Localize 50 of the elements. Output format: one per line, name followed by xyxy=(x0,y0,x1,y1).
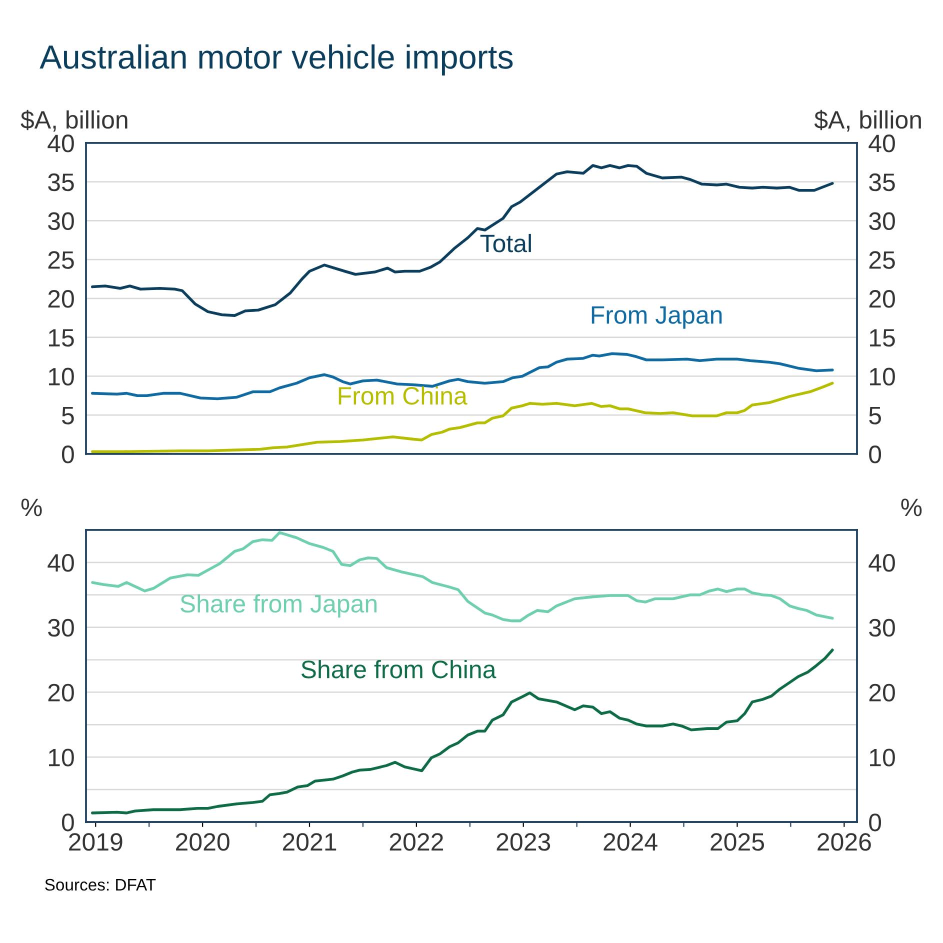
y-tick-label: 30 xyxy=(48,212,74,230)
y2-tick-label: 40 xyxy=(868,554,895,572)
chart-title: Australian motor vehicle imports xyxy=(40,44,513,76)
x-tick-label: 2022 xyxy=(390,833,443,851)
y2-tick-label: 0 xyxy=(869,446,882,464)
y-tick-label: 35 xyxy=(48,173,74,192)
x-tick-label: 2026 xyxy=(818,833,871,851)
series-label: Total xyxy=(480,234,531,252)
y-tick-label: 40 xyxy=(48,554,74,572)
y2-tick-label: 40 xyxy=(868,134,895,152)
y2-tick-label: 10 xyxy=(870,368,895,386)
series-label: From Japan xyxy=(592,306,722,329)
y2-tick-label: 30 xyxy=(869,212,895,230)
line-series xyxy=(91,531,834,622)
y2-tick-label: 5 xyxy=(869,406,881,424)
series-label: Share from China xyxy=(301,660,496,678)
y-tick-label: 40 xyxy=(48,134,74,152)
y2-tick-label: 25 xyxy=(869,251,895,269)
source-note: Sources: DFAT xyxy=(45,878,156,891)
y-tick-label: 0 xyxy=(62,446,74,464)
x-tick-label: 2025 xyxy=(710,833,764,851)
y2-tick-label: 20 xyxy=(869,684,895,702)
series-label: Share from Japan xyxy=(180,594,376,618)
y2-tick-label: 20 xyxy=(869,290,895,308)
y2-axis-title: % xyxy=(901,498,922,516)
y-tick-label: 20 xyxy=(48,684,74,702)
y-axis-title: % xyxy=(21,498,42,516)
y2-tick-label: 35 xyxy=(869,173,895,192)
line-series xyxy=(91,382,834,454)
x-tick-label: 2023 xyxy=(496,833,550,851)
y2-tick-label: 10 xyxy=(870,748,895,766)
series-label: From China xyxy=(338,386,468,405)
y-tick-label: 5 xyxy=(62,406,74,424)
y-tick-label: 25 xyxy=(48,251,74,269)
y-tick-label: 30 xyxy=(48,618,74,637)
y-tick-label: 10 xyxy=(48,368,74,386)
x-tick-label: 2019 xyxy=(69,833,122,851)
y2-tick-label: 15 xyxy=(870,329,895,347)
y2-tick-label: 0 xyxy=(869,814,882,832)
y2-axis-title: $A, billion xyxy=(814,110,921,132)
y-tick-label: 15 xyxy=(48,329,74,347)
y-tick-label: 10 xyxy=(48,748,74,766)
x-tick-label: 2024 xyxy=(604,833,658,851)
x-tick-label: 2020 xyxy=(176,833,230,851)
y-axis-title: $A, billion xyxy=(20,110,128,132)
x-tick-label: 2021 xyxy=(282,833,336,851)
line-series xyxy=(91,648,834,814)
y-tick-label: 0 xyxy=(62,814,74,832)
y2-tick-label: 30 xyxy=(869,618,895,637)
y-tick-label: 20 xyxy=(48,290,74,308)
